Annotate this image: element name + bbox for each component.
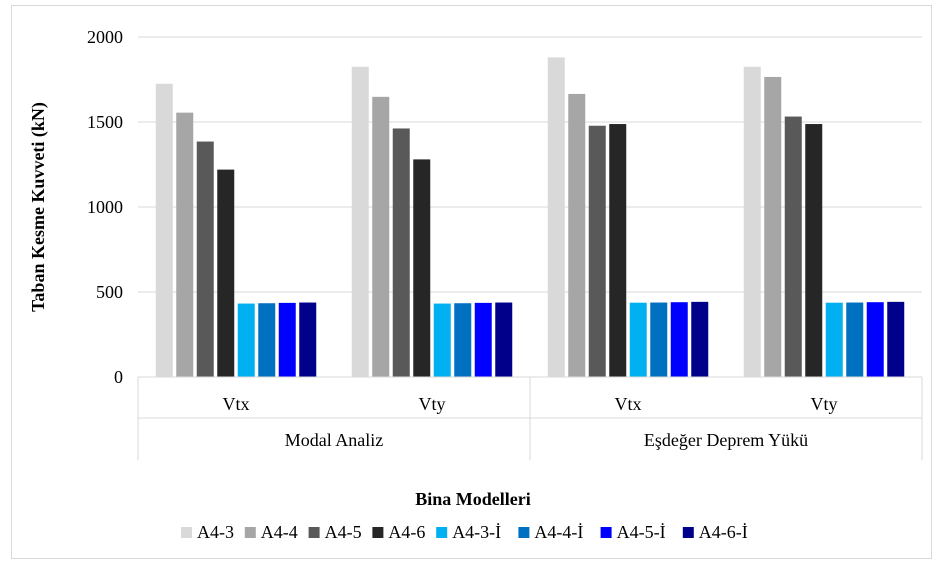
bar-A4-4-İ-Vty xyxy=(846,302,864,377)
bar-A4-4-Vtx xyxy=(176,112,194,378)
bar-A4-3-İ-Vty xyxy=(825,302,843,377)
legend-label: A4-3 xyxy=(197,522,234,542)
bar-A4-4-İ-Vtx xyxy=(258,303,276,377)
bar-A4-5-İ-Vtx xyxy=(670,302,688,377)
legend-swatch xyxy=(518,527,530,538)
bar-A4-6-İ-Vty xyxy=(495,302,513,377)
y-tick-label: 500 xyxy=(96,282,123,302)
bar-A4-6-İ-Vtx xyxy=(691,301,709,377)
x-tick-label: Vty xyxy=(419,394,446,414)
bar-A4-3-İ-Vtx xyxy=(629,302,647,377)
legend-swatch xyxy=(682,527,694,538)
bar-A4-4-Vty xyxy=(372,96,390,377)
x-axis: Vtx Vty Vtx Vty Modal Analiz Eşdeğer Deprem Y… xyxy=(137,376,923,460)
y-axis-label: Taban Kesme Kuvveti (kN) xyxy=(28,102,49,312)
x-tick-label: Vty xyxy=(811,394,838,414)
bar-A4-3-Vtx xyxy=(155,83,173,377)
legend-label: A4-6 xyxy=(388,522,425,542)
legend-swatch xyxy=(436,527,448,538)
bar-A4-4-İ-Vtx xyxy=(650,302,668,377)
y-tick-label: 1500 xyxy=(87,112,123,132)
bar-A4-6-İ-Vty xyxy=(887,301,905,377)
bar-A4-5-İ-Vtx xyxy=(278,302,296,377)
y-tick-label: 0 xyxy=(114,367,123,387)
bar-A4-5-Vtx xyxy=(588,125,606,378)
x-axis-label: Bina Modelleri xyxy=(415,489,531,509)
bar-A4-5-İ-Vty xyxy=(474,302,492,377)
legend-swatch xyxy=(372,527,384,538)
bar-A4-6-Vtx xyxy=(609,124,627,377)
legend-label: A4-5-İ xyxy=(617,522,666,542)
bar-A4-3-Vtx xyxy=(547,57,565,378)
legend-label: A4-4-İ xyxy=(534,522,583,542)
legend-label: A4-4 xyxy=(261,522,298,542)
legend-swatch xyxy=(308,527,320,538)
bars xyxy=(155,57,905,378)
y-tick-label: 1000 xyxy=(87,197,123,217)
bar-A4-4-İ-Vty xyxy=(454,303,472,377)
legend-label: A4-3-İ xyxy=(452,522,501,542)
y-axis-ticks: 0 500 1000 1500 2000 xyxy=(87,27,123,387)
bar-A4-3-İ-Vtx xyxy=(237,303,255,377)
bar-A4-4-Vty xyxy=(764,76,782,377)
legend-label: A4-5 xyxy=(325,522,362,542)
legend-swatch xyxy=(600,527,612,538)
x-tick-label: Vtx xyxy=(223,394,250,414)
bar-A4-5-Vtx xyxy=(196,141,214,377)
bar-A4-5-Vty xyxy=(784,116,802,377)
bar-A4-5-Vty xyxy=(392,128,410,377)
bar-A4-3-Vty xyxy=(743,66,761,377)
legend-label: A4-6-İ xyxy=(699,522,748,542)
legend-swatch xyxy=(244,527,256,538)
legend: A4-3 A4-4 A4-5 A4-6 A4-3-İ A4-4-İ A4-5-İ A4-6-İ xyxy=(181,522,748,542)
x-tick-label: Vtx xyxy=(615,394,642,414)
legend-swatch xyxy=(181,527,192,538)
y-tick-label: 2000 xyxy=(87,27,123,47)
bar-A4-6-Vty xyxy=(413,159,431,377)
bar-A4-4-Vtx xyxy=(568,93,586,377)
bar-A4-6-Vty xyxy=(805,124,823,377)
bar-A4-3-Vty xyxy=(351,66,369,377)
bar-A4-3-İ-Vty xyxy=(433,303,451,377)
bar-A4-6-Vtx xyxy=(217,169,235,377)
x-group-label: Modal Analiz xyxy=(285,430,383,450)
gridlines xyxy=(138,36,922,378)
x-group-label: Eşdeğer Deprem Yükü xyxy=(644,430,808,450)
bar-A4-6-İ-Vtx xyxy=(299,302,317,377)
bar-A4-5-İ-Vty xyxy=(866,302,884,377)
